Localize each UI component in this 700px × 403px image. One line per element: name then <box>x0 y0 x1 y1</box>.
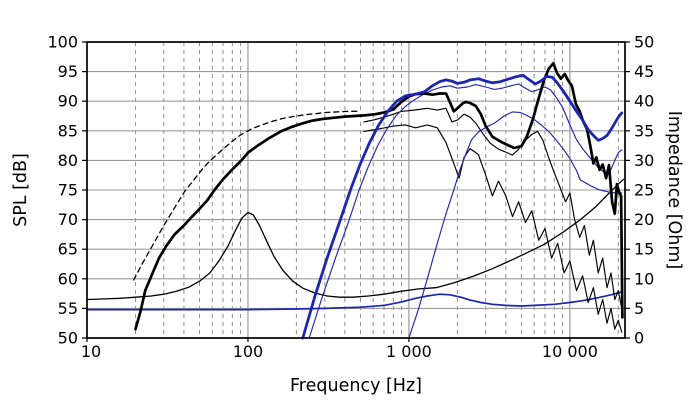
x-tick-label: 1 000 <box>386 342 432 361</box>
y-right-tick-label: 45 <box>634 62 654 81</box>
y-left-tick-label: 95 <box>58 62 78 81</box>
y-right-tick-label: 30 <box>634 151 654 170</box>
y-right-tick-label: 20 <box>634 210 654 229</box>
curve-woofer-spl-on-axis <box>134 61 624 331</box>
y-left-tick-label: 75 <box>58 181 78 200</box>
curve-tweeter-spl-30 <box>308 83 623 339</box>
y-left-tick-label: 60 <box>58 269 78 288</box>
y-right-tick-label: 10 <box>634 269 654 288</box>
curve-tweeter-spl-on-axis <box>301 73 624 340</box>
y-right-tick-label: 50 <box>634 33 654 52</box>
y-right-tick-label: 35 <box>634 121 654 140</box>
curve-tweeter-impedance-(blue) <box>86 290 623 311</box>
x-tick-label: 10 000 <box>542 342 598 361</box>
y-left-tick-label: 55 <box>58 299 78 318</box>
y-right-tick-label: 0 <box>634 329 644 348</box>
curve-woofer-spl-60 <box>363 124 623 333</box>
y-left-tick-label: 90 <box>58 92 78 111</box>
y-right-tick-label: 5 <box>634 299 644 318</box>
y-left-axis-title: SPL [dB] <box>11 153 31 227</box>
x-tick-labels: 10 100 1 000 10 000 <box>81 342 598 361</box>
y-right-tick-label: 15 <box>634 240 654 259</box>
y-left-tick-label: 50 <box>58 329 78 348</box>
y-right-axis-title: Impedance [Ohm] <box>664 111 684 270</box>
y-left-tick-label: 70 <box>58 210 78 229</box>
y-left-tick-label: 80 <box>58 151 78 170</box>
curves <box>86 61 625 340</box>
y-left-tick-label: 65 <box>58 240 78 259</box>
x-axis-title: Frequency [Hz] <box>290 376 422 396</box>
y-right-tick-label: 40 <box>634 92 654 111</box>
x-tick-label: 10 <box>81 342 101 361</box>
y-left-tick-label: 100 <box>47 33 78 52</box>
curve-tweeter-spl-60 <box>408 111 623 339</box>
y-left-tick-labels: 100 95 90 85 80 75 70 65 60 55 50 <box>47 33 78 348</box>
y-right-tick-label: 25 <box>634 181 654 200</box>
curve-woofer-spl-half-space <box>133 110 359 281</box>
axis-ticks <box>82 41 630 342</box>
x-tick-label: 100 <box>233 342 264 361</box>
curve-woofer-impedance-(black) <box>86 178 625 301</box>
y-left-tick-label: 85 <box>58 121 78 140</box>
